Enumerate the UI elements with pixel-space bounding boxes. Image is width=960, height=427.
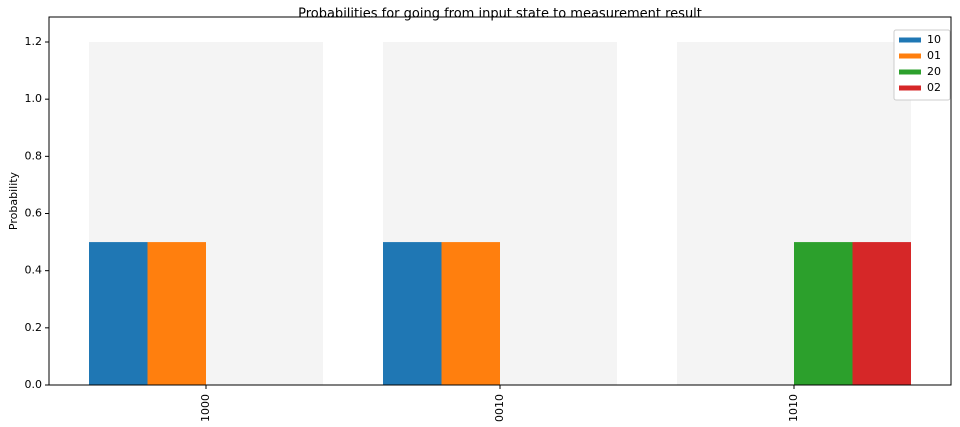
bar bbox=[794, 242, 853, 385]
bar bbox=[89, 242, 148, 385]
legend-label: 01 bbox=[927, 49, 941, 62]
y-tick-label: 0.4 bbox=[25, 264, 43, 277]
y-tick-label: 0.0 bbox=[25, 378, 43, 391]
y-tick-label: 1.0 bbox=[25, 92, 43, 105]
legend-swatch bbox=[899, 53, 921, 59]
x-tick-label: 0010 bbox=[493, 394, 506, 422]
y-tick-label: 0.6 bbox=[25, 207, 43, 220]
x-tick-label: 1010 bbox=[787, 394, 800, 422]
legend-swatch bbox=[899, 69, 921, 75]
bar bbox=[147, 242, 206, 385]
legend-label: 02 bbox=[927, 81, 941, 94]
y-tick-label: 0.2 bbox=[25, 321, 43, 334]
y-axis-label: Probability bbox=[7, 171, 20, 230]
bar bbox=[441, 242, 500, 385]
chart-title: Probabilities for going from input state… bbox=[298, 7, 702, 22]
y-tick-label: 1.2 bbox=[25, 35, 43, 48]
legend-label: 10 bbox=[927, 33, 941, 46]
bar bbox=[852, 242, 911, 385]
legend-swatch bbox=[899, 37, 921, 43]
y-tick-label: 0.8 bbox=[25, 149, 43, 162]
legend-box bbox=[893, 29, 951, 101]
x-tick-label: 1000 bbox=[199, 394, 212, 422]
bar bbox=[383, 242, 442, 385]
legend-swatch bbox=[899, 85, 921, 91]
legend-label: 20 bbox=[927, 65, 941, 78]
